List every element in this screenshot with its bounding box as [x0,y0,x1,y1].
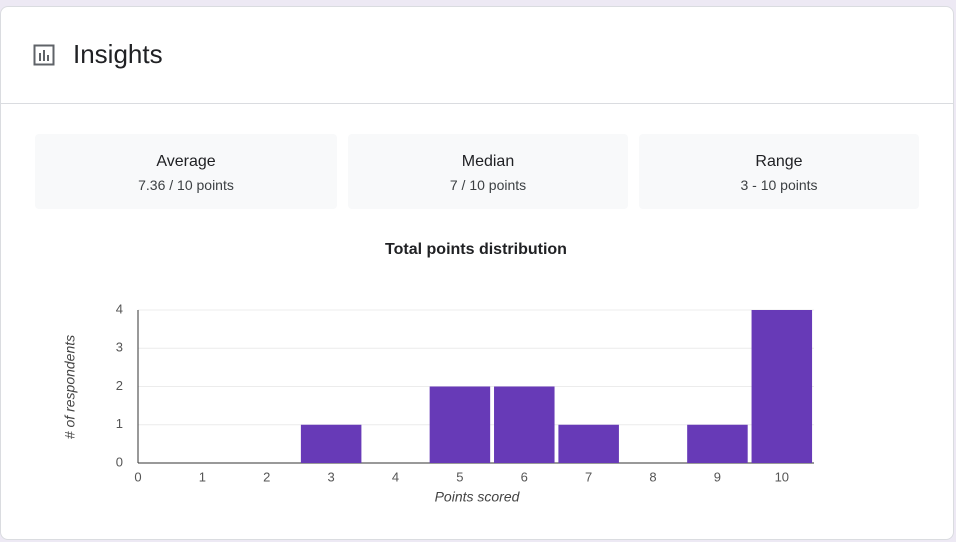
bar [429,386,491,463]
x-tick-label: 9 [714,469,721,484]
y-tick-label: 1 [116,416,123,431]
header-title: Insights [73,39,163,69]
x-tick-label: 1 [199,469,206,484]
insights-icon [33,44,55,66]
stat-box: Range 3 - 10 points [639,134,919,209]
chart-title: Total points distribution [385,241,567,258]
x-tick-label: 4 [392,469,399,484]
y-tick-label: 4 [116,301,123,316]
stat-value: 7 / 10 points [449,177,527,193]
y-tick-label: 3 [116,340,123,355]
bar [494,386,555,463]
chart: Total points distribution Points scored … [62,241,814,505]
x-tick-label: 8 [649,469,656,484]
y-tick-label: 2 [116,378,123,393]
bar [558,424,619,463]
stat-box: Median 7 / 10 points [348,134,628,209]
card-header: Insights [1,7,953,104]
x-tick-label: 3 [328,469,335,484]
x-tick-label: 0 [134,469,141,484]
insights-card: Insights Average 7.36 / 10 points Median 7… [0,6,954,540]
y-tick-label: 0 [116,454,123,469]
stat-label: Range [755,153,803,170]
stat-label: Median [461,153,515,170]
y-axis-title: # of respondents [62,335,78,439]
stat-value: 3 - 10 points [740,177,818,193]
stat-box: Average 7.36 / 10 points [35,134,337,209]
stat-value: 7.36 / 10 points [138,177,234,193]
bar [751,310,813,463]
x-tick-label: 6 [521,469,528,484]
x-tick-label: 7 [585,469,592,484]
bar [300,424,362,463]
stat-label: Average [156,153,216,170]
x-tick-label: 5 [456,469,463,484]
x-axis-title: Points scored [435,489,521,505]
x-tick-label: 2 [263,469,270,484]
bar [687,424,748,463]
x-tick-label: 10 [775,469,789,484]
